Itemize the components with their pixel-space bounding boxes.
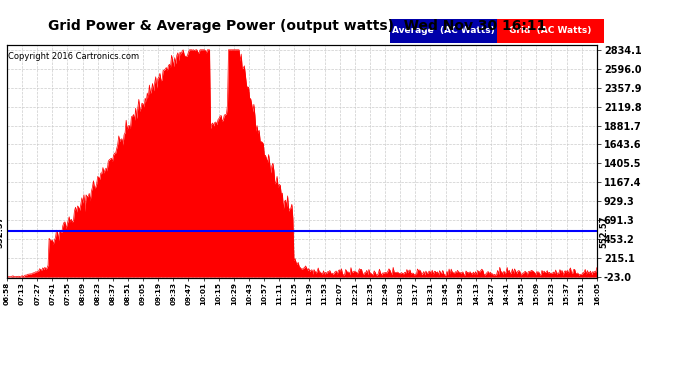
Text: Average  (AC Watts): Average (AC Watts) xyxy=(392,26,495,36)
Text: 552.57: 552.57 xyxy=(600,215,609,248)
Text: 552.57: 552.57 xyxy=(0,215,4,248)
Text: Grid  (AC Watts): Grid (AC Watts) xyxy=(509,26,591,36)
Text: Copyright 2016 Cartronics.com: Copyright 2016 Cartronics.com xyxy=(8,52,139,61)
Text: Grid Power & Average Power (output watts)  Wed Nov 30 16:11: Grid Power & Average Power (output watts… xyxy=(48,19,546,33)
